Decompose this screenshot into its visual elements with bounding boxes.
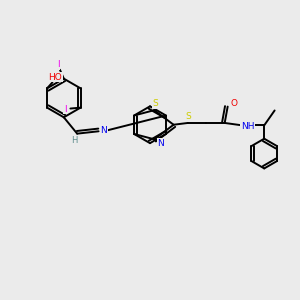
Text: N: N	[158, 139, 164, 148]
Text: S: S	[152, 99, 158, 108]
Text: N: N	[100, 126, 107, 135]
Text: H: H	[71, 136, 77, 145]
Text: O: O	[230, 99, 237, 108]
Text: I: I	[64, 105, 66, 114]
Text: HO: HO	[49, 73, 62, 82]
Text: I: I	[57, 60, 60, 69]
Text: S: S	[185, 112, 191, 121]
Text: NH: NH	[241, 122, 255, 131]
